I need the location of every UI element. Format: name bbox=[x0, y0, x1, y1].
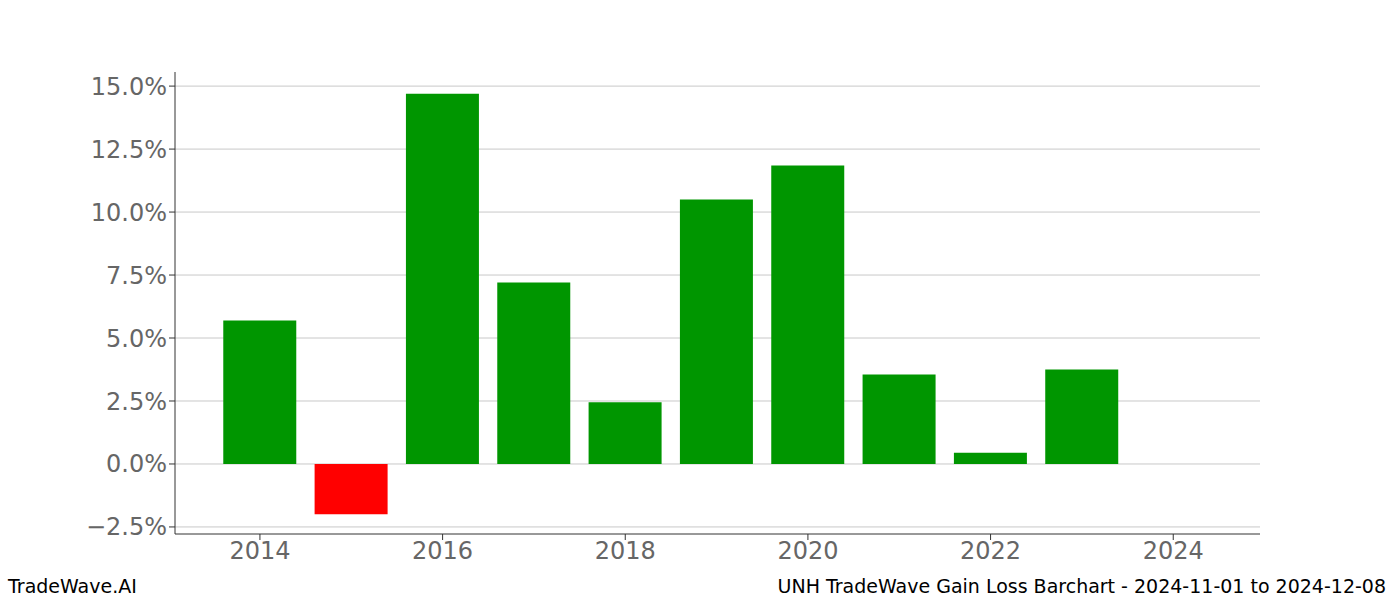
svg-text:2020: 2020 bbox=[777, 537, 838, 565]
svg-text:5.0%: 5.0% bbox=[106, 325, 167, 353]
svg-text:7.5%: 7.5% bbox=[106, 262, 167, 290]
svg-text:15.0%: 15.0% bbox=[91, 73, 167, 101]
svg-text:2014: 2014 bbox=[229, 537, 290, 565]
svg-text:10.0%: 10.0% bbox=[91, 199, 167, 227]
svg-text:2.5%: 2.5% bbox=[106, 388, 167, 416]
svg-text:2018: 2018 bbox=[595, 537, 656, 565]
svg-text:2022: 2022 bbox=[960, 537, 1021, 565]
svg-text:0.0%: 0.0% bbox=[106, 450, 167, 478]
svg-text:2016: 2016 bbox=[412, 537, 473, 565]
svg-text:12.5%: 12.5% bbox=[91, 136, 167, 164]
svg-text:−2.5%: −2.5% bbox=[86, 513, 167, 541]
html-text:TradeWave.AI: TradeWave.AI bbox=[8, 575, 137, 597]
html-text:UNH TradeWave Gain Loss Barcha: UNH TradeWave Gain Loss Barchart - 2024-… bbox=[777, 575, 1386, 597]
svg-text:2024: 2024 bbox=[1143, 537, 1204, 565]
